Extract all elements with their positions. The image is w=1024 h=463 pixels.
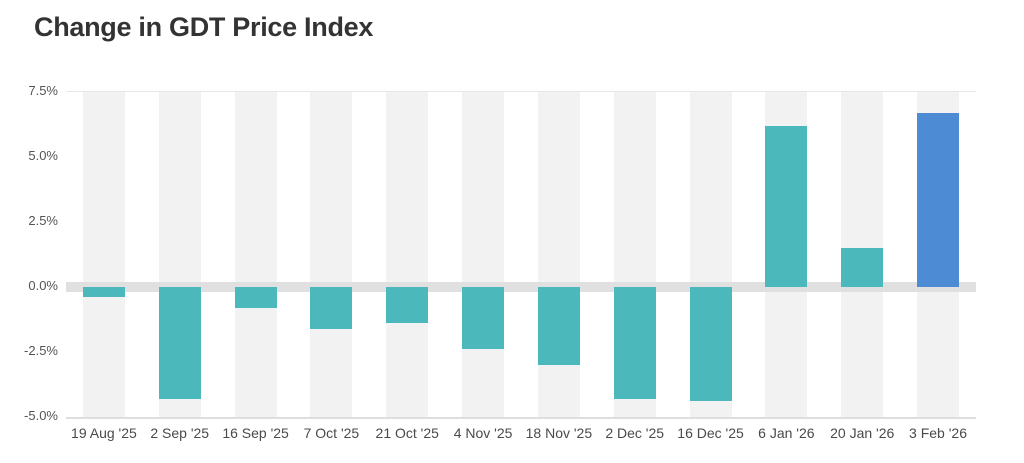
y-axis-label: 0.0% [28, 278, 58, 293]
chart-column [369, 92, 445, 417]
y-axis-label: -5.0% [24, 408, 58, 423]
bar-2-sep--25[interactable] [158, 287, 201, 399]
bar-2-dec--25[interactable] [613, 287, 656, 399]
chart-column [218, 92, 294, 417]
bar-6-jan--26[interactable] [765, 125, 808, 287]
bar-16-sep--25[interactable] [234, 287, 277, 308]
x-axis-label: 2 Sep '25 [150, 425, 210, 441]
bar-4-nov--25[interactable] [462, 287, 505, 350]
chart-column [673, 92, 749, 417]
chart-column [293, 92, 369, 417]
bar-16-dec--25[interactable] [689, 287, 732, 402]
y-axis-label: -2.5% [24, 343, 58, 358]
column-stripe [462, 92, 505, 417]
column-stripe [82, 92, 125, 417]
x-axis-label: 21 Oct '25 [375, 425, 439, 441]
y-axis-label: 7.5% [28, 83, 58, 98]
chart-title: Change in GDT Price Index [34, 12, 374, 42]
bar-7-oct--25[interactable] [310, 287, 353, 329]
bar-20-jan--26[interactable] [841, 248, 884, 287]
x-axis-label: 16 Sep '25 [222, 425, 289, 441]
x-axis-label: 6 Jan '26 [758, 425, 815, 441]
chart-column [521, 92, 597, 417]
chart-column [597, 92, 673, 417]
x-axis-label: 19 Aug '25 [71, 425, 137, 441]
x-axis-label: 16 Dec '25 [677, 425, 744, 441]
x-axis-label: 20 Jan '26 [830, 425, 895, 441]
plot-area [66, 91, 976, 419]
chart-column [66, 92, 142, 417]
x-axis-label: 2 Dec '25 [605, 425, 665, 441]
y-axis-label: 5.0% [28, 148, 58, 163]
chart-column [900, 92, 976, 417]
chart-column [748, 92, 824, 417]
bar-18-nov--25[interactable] [537, 287, 580, 365]
chart-column [445, 92, 521, 417]
bar-3-feb--26[interactable] [917, 112, 960, 287]
column-stripe [386, 92, 429, 417]
y-axis-label: 2.5% [28, 213, 58, 228]
x-axis-label: 7 Oct '25 [303, 425, 360, 441]
x-axis-label: 4 Nov '25 [453, 425, 513, 441]
x-axis: 19 Aug '25 2 Sep '25 16 Sep '25 7 Oct '25 21… [66, 424, 976, 442]
bar-19-aug--25[interactable] [82, 287, 125, 298]
zero-gridline-band [66, 282, 976, 292]
chart-column [142, 92, 218, 417]
column-stripe [310, 92, 353, 417]
bar-21-oct--25[interactable] [386, 287, 429, 324]
bar-columns [66, 92, 976, 417]
chart-column [824, 92, 900, 417]
x-axis-label: 18 Nov '25 [525, 425, 593, 441]
x-axis-label: 3 Feb '26 [909, 425, 967, 441]
column-stripe [537, 92, 580, 417]
column-stripe [234, 92, 277, 417]
